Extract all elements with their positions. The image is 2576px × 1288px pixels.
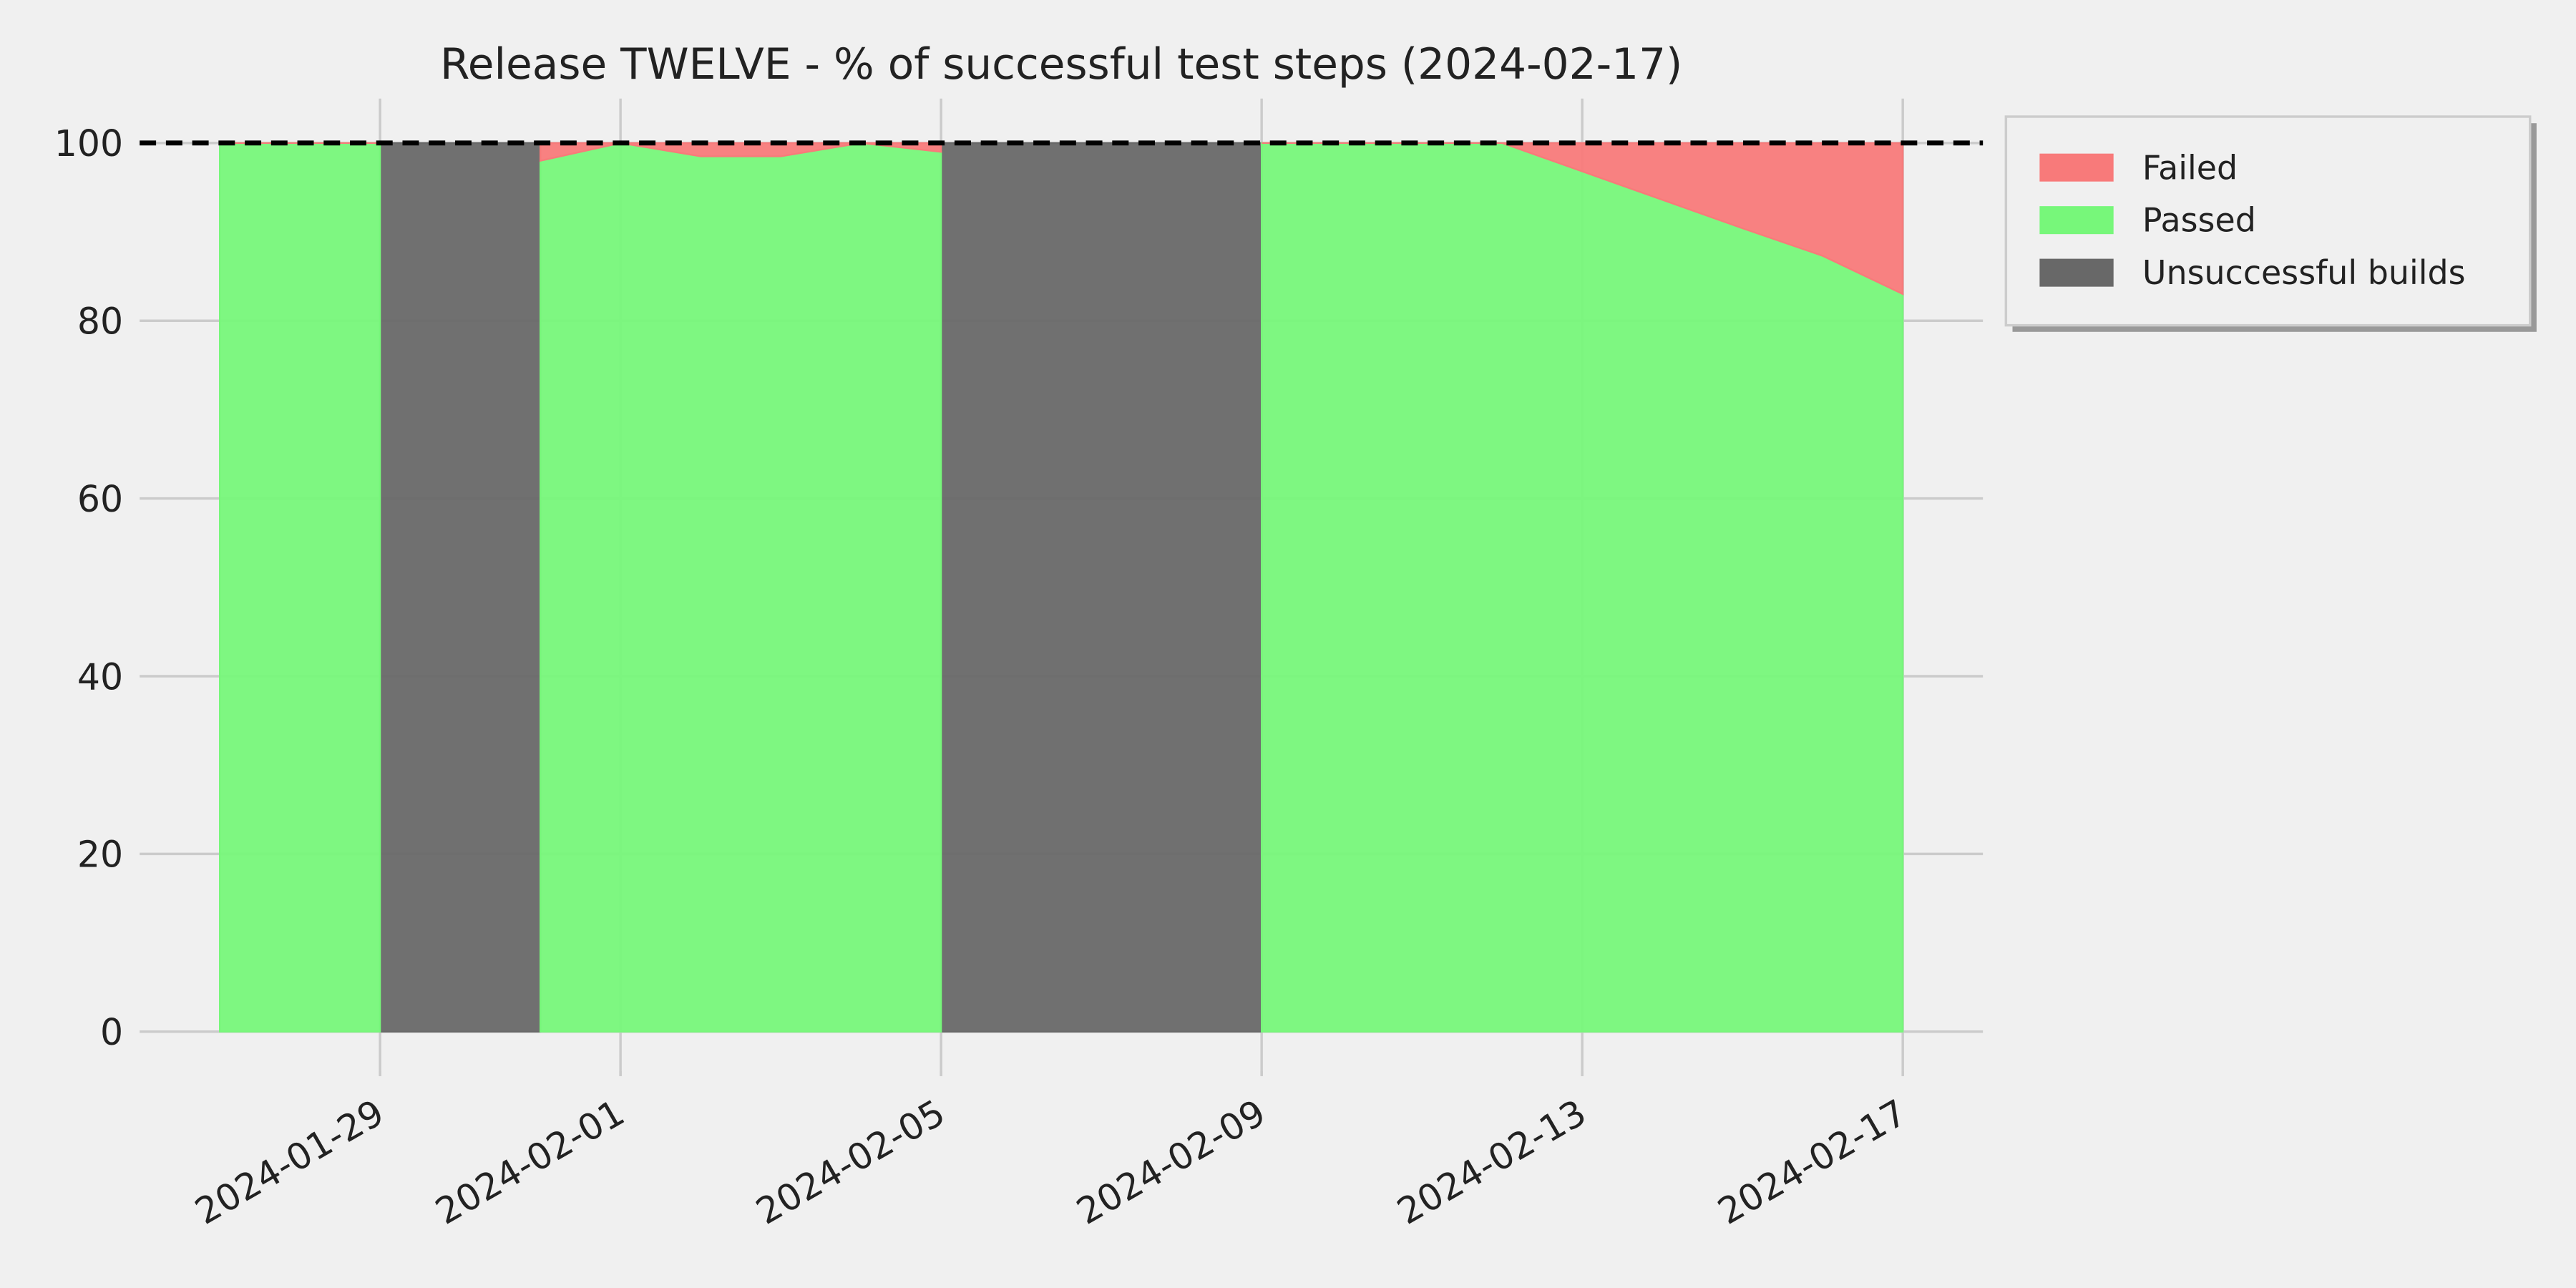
chart-title: Release TWELVE - % of successful test st… — [440, 40, 1682, 89]
legend-swatch — [2039, 258, 2114, 287]
area-1 — [540, 142, 942, 1033]
y-tick-label: 20 — [77, 834, 123, 876]
legend-label: Unsuccessful builds — [2142, 253, 2466, 292]
y-tick-label: 40 — [77, 655, 123, 698]
y-tick-label: 60 — [77, 478, 123, 520]
y-tick-label: 100 — [54, 122, 123, 165]
area-2 — [379, 142, 542, 1033]
y-tick-label: 0 — [100, 1011, 123, 1053]
legend-label: Failed — [2142, 148, 2238, 187]
legend-swatch — [2039, 206, 2114, 235]
area-2 — [940, 142, 1263, 1033]
y-tick-label: 80 — [77, 301, 123, 343]
area-1 — [219, 142, 381, 1033]
legend-label: Passed — [2142, 201, 2256, 240]
area-1 — [1261, 142, 1904, 1033]
legend: Failed Passed Unsuccessful builds — [2004, 115, 2537, 332]
legend-swatch — [2039, 153, 2114, 182]
